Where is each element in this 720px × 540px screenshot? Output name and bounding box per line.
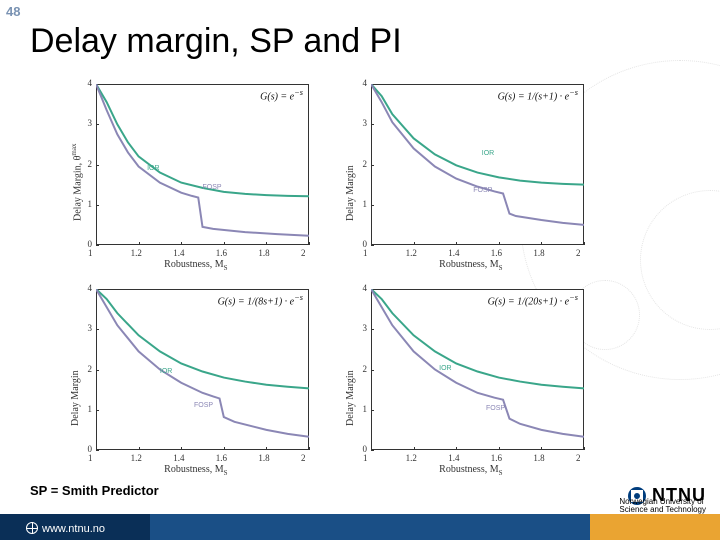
curves-svg [335,283,590,478]
charts-grid: 11.21.41.61.8201234Delay Margin, θmaxRob… [60,78,590,478]
curves-svg [60,78,315,273]
footer-seg-3 [590,514,720,540]
series-ior [96,84,309,196]
slide: 48 Delay margin, SP and PI 11.21.41.61.8… [0,0,720,540]
ntnu-subtitle: Norwegian University ofScience and Techn… [619,498,706,514]
series-label-fosp: FOSP [473,187,492,194]
chart-bottom-left: 11.21.41.61.8201234Delay MarginRobustnes… [60,283,315,478]
series-fosp [371,84,584,225]
chart-top-right: 11.21.41.61.8201234Delay MarginRobustnes… [335,78,590,273]
footer-seg-2 [150,514,590,540]
page-title: Delay margin, SP and PI [30,22,402,61]
curves-svg [335,78,590,273]
series-label-fosp: FOSP [194,402,213,409]
smith-predictor-note: SP = Smith Predictor [30,483,159,498]
globe-icon [26,522,38,534]
series-label-ior: IOR [147,165,159,172]
series-label-fosp: FOSP [486,405,505,412]
footer-bar [0,514,720,540]
curves-svg [60,283,315,478]
series-fosp [96,84,309,236]
series-fosp [96,289,309,437]
series-label-ior: IOR [482,150,494,157]
chart-top-left: 11.21.41.61.8201234Delay Margin, θmaxRob… [60,78,315,273]
series-fosp [371,289,584,437]
series-label-fosp: FOSP [203,184,222,191]
series-label-ior: IOR [160,368,172,375]
footer-url: www.ntnu.no [26,520,105,535]
series-label-ior: IOR [439,365,451,372]
chart-bottom-right: 11.21.41.61.8201234Delay MarginRobustnes… [335,283,590,478]
page-number: 48 [6,4,20,19]
